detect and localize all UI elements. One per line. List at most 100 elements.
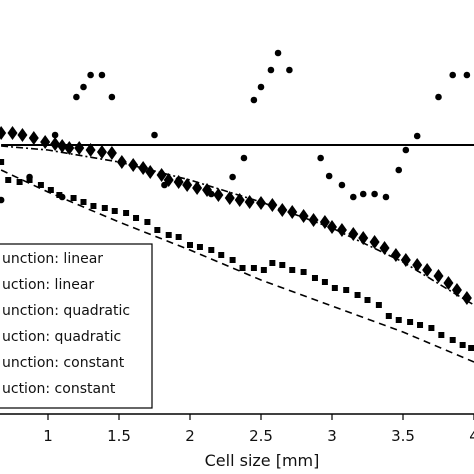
point-square-20 xyxy=(208,247,215,253)
point-circle-26 xyxy=(382,193,390,201)
legend-box xyxy=(0,243,153,409)
point-diamond-35 xyxy=(348,227,359,241)
point-diamond-9 xyxy=(85,143,96,157)
point-circle-28 xyxy=(402,146,410,154)
point-circle-15 xyxy=(250,96,258,104)
point-square-40 xyxy=(417,322,424,328)
point-diamond-21 xyxy=(202,183,213,197)
point-square-13 xyxy=(133,215,140,221)
point-circle-7 xyxy=(98,71,106,79)
x-tick-label-3: 2.5 xyxy=(249,427,273,445)
point-square-34 xyxy=(354,292,361,298)
point-diamond-40 xyxy=(400,253,411,267)
point-circle-18 xyxy=(274,49,282,57)
point-diamond-1 xyxy=(7,126,18,140)
point-diamond-33 xyxy=(327,220,337,234)
x-axis: 1 1.5 2 2.5 3 3.5 4 Cell size [mm] xyxy=(0,413,474,470)
point-diamond-37 xyxy=(369,235,380,249)
x-ticks: 1 1.5 2 2.5 3 3.5 4 xyxy=(43,414,474,445)
point-diamond-7 xyxy=(64,141,75,155)
x-tick-label-2: 2 xyxy=(185,427,195,445)
point-diamond-26 xyxy=(256,196,266,210)
point-square-19 xyxy=(196,244,203,250)
point-circle-4 xyxy=(73,93,80,101)
point-square-22 xyxy=(229,257,236,263)
point-circle-30 xyxy=(435,93,442,101)
point-square-26 xyxy=(269,260,276,266)
point-circle-8 xyxy=(108,93,116,101)
point-square-37 xyxy=(385,313,392,319)
point-circle-22 xyxy=(338,181,346,189)
point-square-30 xyxy=(311,275,318,281)
point-diamond-24 xyxy=(234,193,245,207)
point-diamond-46 xyxy=(461,291,472,305)
legend-entry-4: unction: constant xyxy=(2,355,125,371)
point-circle-20 xyxy=(317,154,324,162)
point-circle-17 xyxy=(267,66,275,74)
point-diamond-16 xyxy=(156,168,167,182)
point-square-44 xyxy=(459,342,466,348)
point-diamond-0 xyxy=(0,126,7,140)
point-diamond-34 xyxy=(336,223,347,237)
point-square-39 xyxy=(407,319,414,325)
point-square-18 xyxy=(187,242,193,248)
point-circle-2 xyxy=(51,131,59,139)
point-diamond-23 xyxy=(224,191,235,205)
point-square-9 xyxy=(90,203,97,209)
point-diamond-32 xyxy=(319,215,330,229)
point-square-7 xyxy=(70,195,77,201)
point-square-33 xyxy=(343,287,350,293)
legend-entry-3: uction: quadratic xyxy=(2,329,121,345)
point-circle-24 xyxy=(359,190,367,198)
point-circle-0 xyxy=(0,196,5,204)
point-square-6 xyxy=(56,192,63,198)
point-circle-5 xyxy=(80,83,87,91)
legend-entry-0: unction: linear xyxy=(2,251,103,267)
point-circle-14 xyxy=(240,154,248,162)
point-square-45 xyxy=(468,345,474,351)
point-circle-32 xyxy=(463,71,471,79)
point-square-10 xyxy=(101,205,108,211)
point-diamond-30 xyxy=(298,209,309,223)
point-diamond-22 xyxy=(213,188,224,202)
point-square-5 xyxy=(47,187,54,193)
point-square-42 xyxy=(438,332,445,338)
point-circle-21 xyxy=(325,172,333,180)
point-circle-9 xyxy=(151,131,158,139)
point-square-11 xyxy=(111,208,118,214)
point-diamond-17 xyxy=(163,173,174,187)
legend-entry-5: uction: constant xyxy=(2,381,116,397)
point-square-4 xyxy=(37,182,44,188)
point-square-38 xyxy=(395,317,402,323)
point-square-1 xyxy=(5,177,12,183)
point-diamond-6 xyxy=(57,139,68,153)
point-circle-31 xyxy=(449,71,457,79)
x-tick-label-0: 1 xyxy=(43,427,53,445)
point-square-12 xyxy=(123,210,130,216)
point-square-24 xyxy=(250,265,257,271)
point-square-25 xyxy=(260,267,267,273)
point-diamond-41 xyxy=(412,258,423,272)
point-diamond-43 xyxy=(433,269,444,283)
legend-entries: unction: linear uction: linear unction: qu… xyxy=(2,251,130,397)
x-axis-title: Cell size [mm] xyxy=(205,451,320,470)
series-markers xyxy=(0,49,474,351)
point-square-15 xyxy=(154,227,161,233)
point-diamond-38 xyxy=(379,241,390,255)
point-diamond-2 xyxy=(17,128,28,142)
x-tick-label-6: 4 xyxy=(469,427,474,445)
point-square-21 xyxy=(218,252,225,258)
point-square-28 xyxy=(289,267,296,273)
point-square-2 xyxy=(16,179,23,185)
point-diamond-8 xyxy=(74,141,85,155)
point-diamond-18 xyxy=(173,175,184,189)
point-square-23 xyxy=(239,265,246,271)
point-diamond-44 xyxy=(443,276,454,290)
x-tick-label-4: 3 xyxy=(327,427,337,445)
point-square-17 xyxy=(175,234,182,240)
point-circle-25 xyxy=(371,190,378,198)
point-square-14 xyxy=(144,219,151,225)
point-diamond-20 xyxy=(192,181,203,195)
point-diamond-31 xyxy=(308,213,319,227)
